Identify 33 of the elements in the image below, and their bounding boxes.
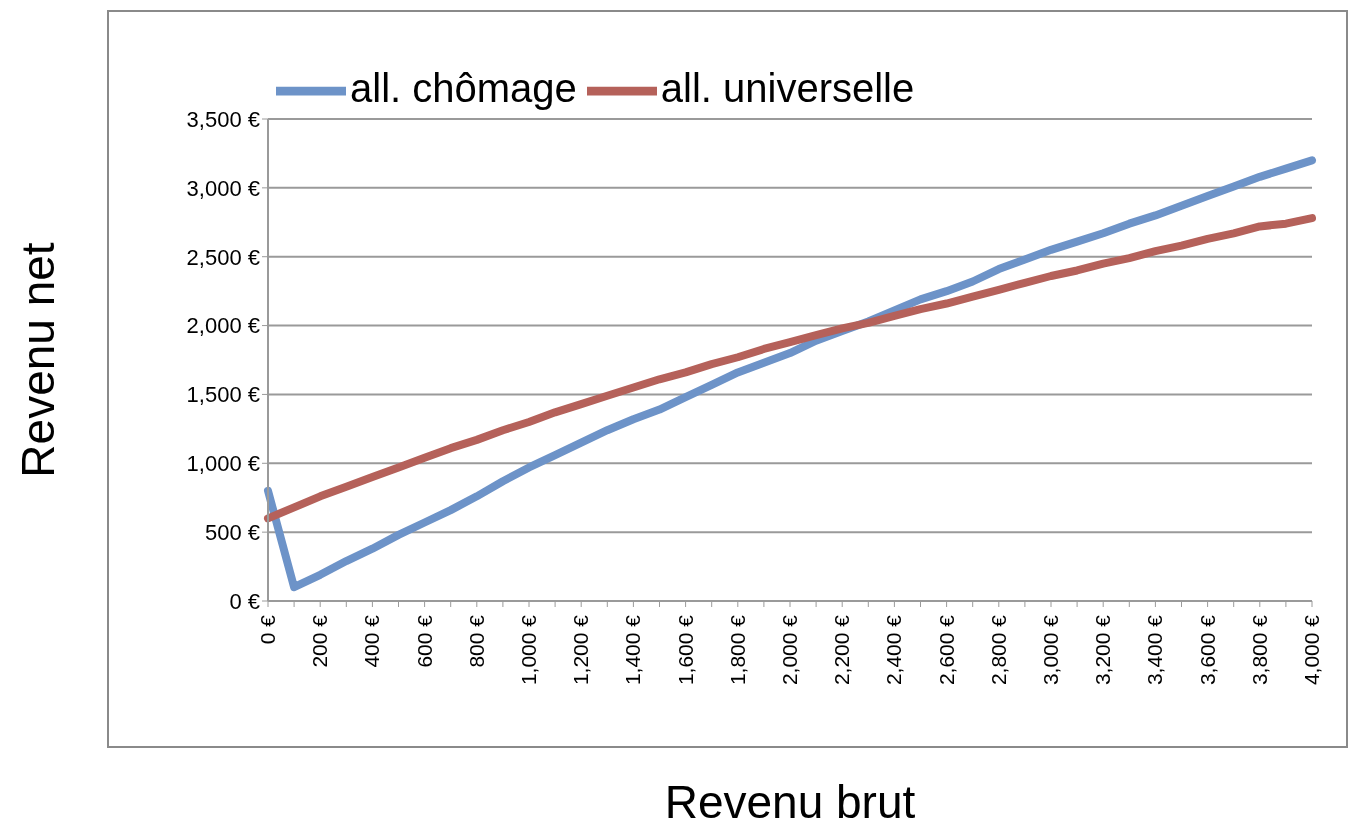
x-tick-label: 1,400 €	[621, 614, 645, 686]
legend-label: all. chômage	[350, 65, 577, 110]
x-tick-label: 3,000 €	[1039, 614, 1062, 686]
y-tick-label: 1,500 €	[186, 382, 260, 408]
x-tick-label: 2,200 €	[830, 614, 854, 686]
x-tick-label: 1,000 €	[517, 614, 540, 686]
x-tick-label: 2,400 €	[882, 614, 906, 686]
y-axis-title: Revenu net	[12, 242, 65, 478]
x-tick-label: 0 €	[256, 614, 279, 645]
x-tick-label: 200 €	[308, 614, 332, 668]
x-tick-label: 3,200 €	[1091, 614, 1115, 686]
y-tick-label: 0 €	[229, 588, 260, 614]
x-tick-label: 3,800 €	[1247, 614, 1271, 686]
x-tick-label: 400 €	[360, 614, 384, 668]
x-tick-label: 3,400 €	[1143, 614, 1167, 686]
x-tick-label: 1,800 €	[725, 614, 749, 686]
y-tick-label: 2,500 €	[186, 244, 260, 270]
y-tick-label: 3,000 €	[186, 175, 260, 201]
y-tick-label: 2,000 €	[186, 313, 260, 339]
y-tick-label: 3,500 €	[186, 106, 260, 132]
x-tick-label: 800 €	[464, 614, 488, 668]
x-tick-label: 4,000 €	[1300, 614, 1323, 686]
y-tick-label: 500 €	[204, 519, 260, 545]
x-tick-label: 1,200 €	[569, 614, 593, 686]
x-tick-label: 2,800 €	[986, 614, 1010, 686]
legend-label: all. universelle	[660, 65, 915, 110]
y-tick-label: 1,000 €	[186, 451, 260, 477]
x-tick-label: 3,600 €	[1195, 614, 1219, 686]
x-tick-label: 600 €	[412, 614, 436, 668]
x-tick-label: 2,600 €	[934, 614, 958, 686]
x-tick-label: 1,600 €	[673, 614, 697, 686]
x-tick-label: 2,000 €	[778, 614, 801, 686]
x-axis-title: Revenu brut	[664, 776, 916, 828]
